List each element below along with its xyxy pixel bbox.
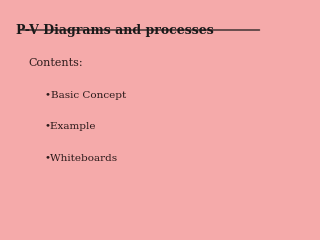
Text: •Basic Concept: •Basic Concept — [45, 91, 126, 100]
Text: •Whiteboards: •Whiteboards — [45, 154, 118, 163]
Text: Contents:: Contents: — [29, 58, 84, 68]
Text: P-V Diagrams and processes: P-V Diagrams and processes — [16, 24, 214, 37]
Text: •Example: •Example — [45, 122, 96, 132]
